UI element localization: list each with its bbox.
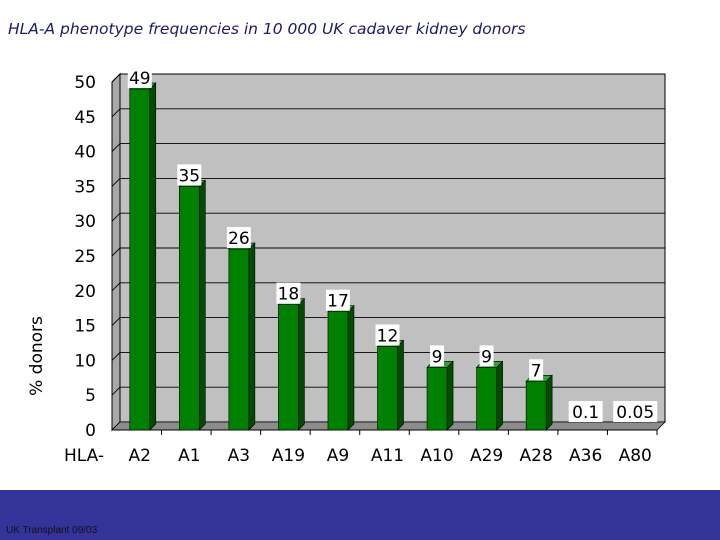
bar-side: [298, 297, 305, 431]
data-label-background: [276, 282, 301, 304]
bar: [377, 346, 398, 431]
x-tick-label: A29: [470, 446, 503, 466]
bar: [525, 380, 547, 431]
bar: [129, 88, 151, 431]
x-tick-label: A9: [327, 446, 349, 466]
bar-side: [496, 360, 503, 431]
x-tick-label: A11: [371, 446, 404, 466]
gridline: [111, 143, 665, 152]
data-label: 18: [278, 285, 300, 305]
x-tick-label: A2: [129, 446, 151, 466]
data-label: 12: [377, 326, 399, 346]
y-tick-label: 35: [74, 177, 96, 197]
y-axis-title: % donors: [27, 316, 47, 396]
x-tick-label: A36: [569, 446, 602, 466]
y-tick-label: 25: [74, 247, 96, 267]
bar: [179, 186, 200, 431]
data-label: 9: [432, 347, 443, 367]
data-label-background: [325, 289, 350, 311]
data-label-background: [529, 359, 544, 381]
bar: [278, 304, 299, 431]
x-tick-label: A1: [178, 446, 200, 466]
bar: [426, 367, 448, 431]
data-label: 9: [481, 347, 492, 367]
bar-side: [199, 179, 206, 431]
footer-band: UK Transplant 09/03: [0, 490, 720, 540]
bar-side: [397, 339, 404, 431]
data-label-background: [613, 401, 658, 422]
data-label-background: [226, 227, 251, 249]
y-tick-label: 40: [74, 143, 96, 163]
data-label-background: [568, 401, 603, 422]
x-tick-label: A28: [520, 446, 553, 466]
y-tick-label: 20: [74, 282, 96, 302]
gridline: [111, 282, 665, 292]
y-tick-label: 50: [74, 73, 96, 93]
x-axis-prefix: HLA-: [64, 446, 104, 466]
y-tick-label: 10: [74, 351, 96, 371]
bar-side: [149, 82, 157, 431]
data-label: 0.05: [616, 403, 654, 423]
bar: [327, 311, 349, 431]
bar-side: [446, 360, 454, 431]
x-tick-label: A19: [272, 446, 305, 466]
bar-side: [545, 374, 553, 431]
bar: [476, 367, 497, 431]
footer-source: UK Transplant 09/03: [6, 525, 98, 536]
y-tick-label: 0: [85, 421, 96, 441]
data-label: 0.1: [572, 403, 599, 423]
bar-chart: 0 5 10 15 20 25 30 35 40 45 50 % donors HLA- 49 A2 35 A1…: [27, 66, 666, 466]
data-label: 35: [178, 166, 200, 186]
gridline: [111, 108, 665, 118]
bar-side: [248, 242, 256, 431]
slide-title: HLA-A phenotype frequencies in 10 000 UK…: [8, 20, 526, 38]
gridline: [111, 177, 665, 187]
data-label-background: [479, 345, 494, 367]
x-tick-label: A3: [228, 446, 250, 466]
y-tick-label: 45: [74, 108, 96, 128]
bar-side: [347, 304, 355, 431]
gridline: [111, 212, 665, 222]
data-label: 49: [129, 69, 151, 89]
y-tick-label: 5: [85, 386, 96, 406]
data-label-background: [430, 345, 445, 367]
data-label-background: [127, 66, 152, 88]
y-tick-label: 30: [74, 212, 96, 232]
data-label-background: [177, 164, 202, 186]
x-tick-label: A10: [420, 446, 453, 466]
y-tick-label: 15: [74, 317, 96, 337]
bar: [228, 248, 250, 431]
gridline: [111, 317, 665, 326]
gridline: [111, 73, 665, 83]
data-label: 26: [228, 229, 250, 249]
gridline: [111, 247, 665, 257]
data-label: 7: [531, 361, 542, 381]
data-label: 17: [327, 292, 349, 312]
x-tick-label: A80: [619, 446, 652, 466]
data-label-background: [375, 324, 400, 346]
